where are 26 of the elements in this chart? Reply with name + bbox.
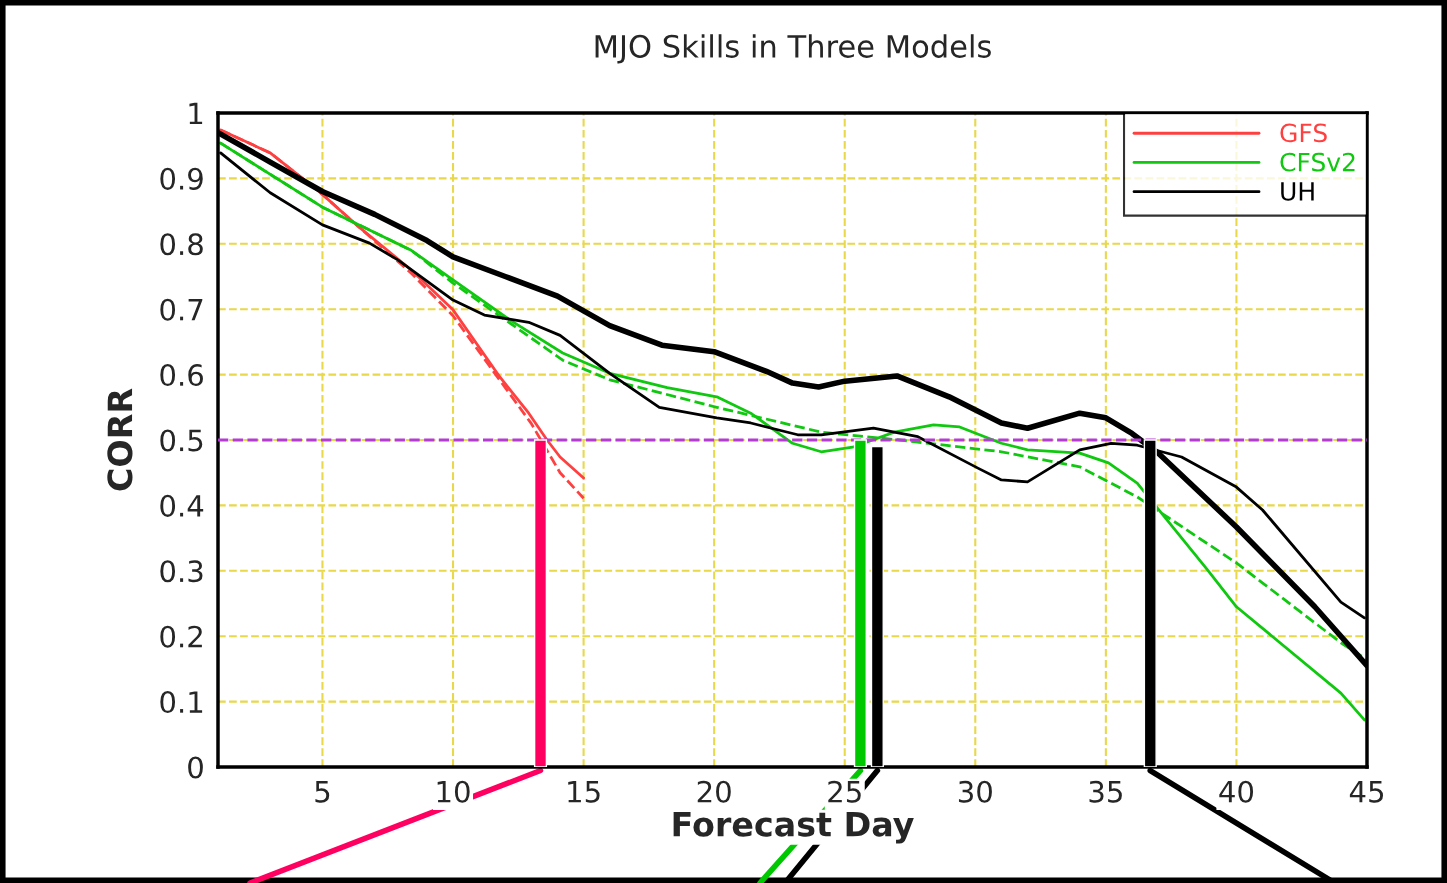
y-tick-label: 0.8 (160, 233, 203, 256)
x-tick-label: 10 (437, 780, 470, 803)
x-tick-label: 40 (1219, 780, 1254, 803)
x-axis-title: Forecast Day (673, 811, 914, 844)
y-tick-label: 0.3 (160, 560, 203, 583)
x-tick-label: 45 (1349, 781, 1384, 803)
x-tick-label: 20 (697, 780, 731, 803)
legend-label: GFS (1280, 123, 1327, 143)
y-tick-label: 0.4 (160, 494, 204, 517)
y-axis-title: CORR (107, 388, 133, 491)
y-tick-label: 0.7 (160, 298, 203, 321)
y-tick-label: 1 (189, 102, 203, 125)
y-tick-label: 0.9 (160, 167, 203, 190)
legend-label: CFSv2 (1280, 152, 1355, 172)
y-tick-label: 0 (188, 756, 203, 779)
y-tick-label: 0.1 (160, 691, 203, 714)
x-tick-label: 35 (1089, 780, 1122, 803)
y-tick-label: 0.5 (160, 429, 203, 452)
y-tick-label: 0.2 (160, 625, 202, 648)
chart-title: MJO Skills in Three Models (595, 34, 991, 64)
x-tick-label: 25 (828, 780, 861, 803)
x-tick-label: 5 (315, 781, 330, 803)
y-tick-label: 0.6 (160, 364, 203, 387)
x-tick-label: 30 (958, 780, 992, 803)
legend-label: UH (1281, 182, 1314, 201)
x-tick-label: 15 (568, 781, 600, 803)
